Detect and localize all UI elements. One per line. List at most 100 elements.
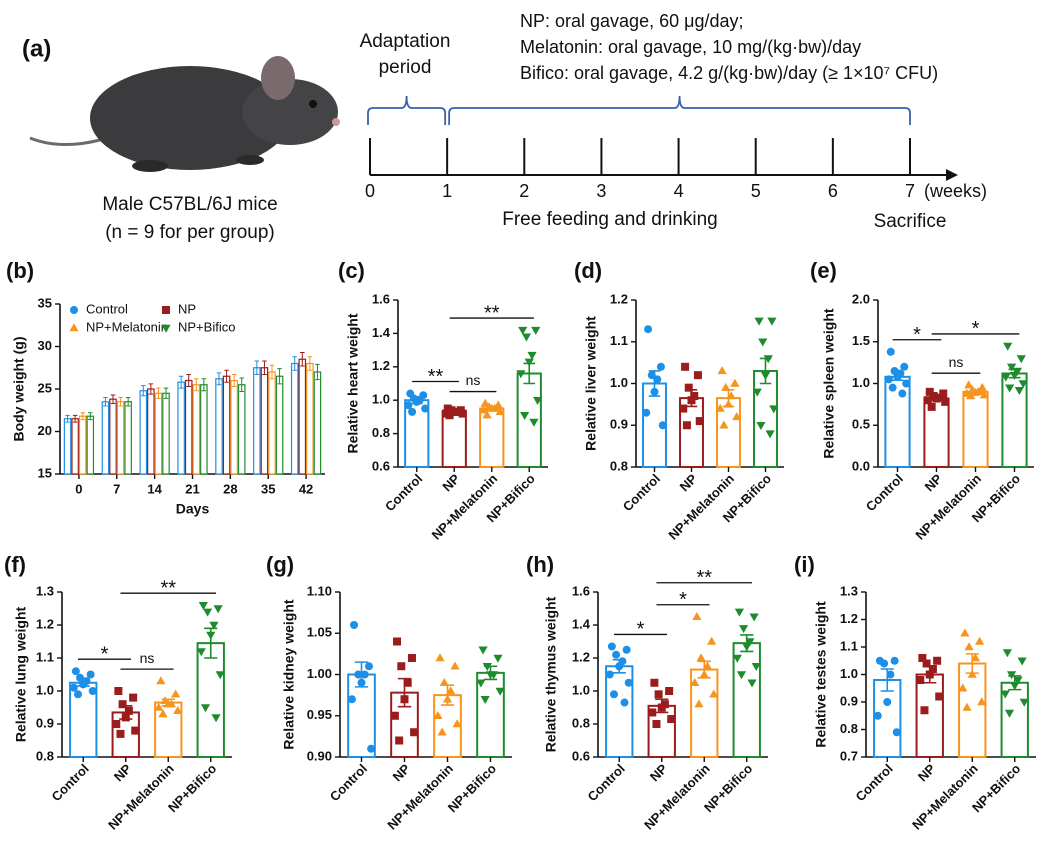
data-point	[1012, 367, 1023, 376]
bar	[268, 371, 276, 475]
significance-label: **	[160, 577, 176, 599]
y-tick-label: 0.8	[36, 748, 54, 763]
data-point	[665, 687, 674, 695]
mouse-illustration	[29, 56, 340, 172]
y-tick-label: 1.0	[852, 375, 870, 390]
data-point	[1009, 371, 1020, 380]
bar	[275, 375, 284, 475]
data-point	[962, 702, 972, 711]
bar	[962, 390, 989, 469]
bar	[313, 371, 322, 475]
data-point	[124, 706, 133, 715]
data-point	[609, 690, 618, 699]
data-point	[694, 699, 704, 708]
data-point	[723, 399, 734, 408]
x-tick-label: Control	[585, 761, 628, 804]
data-point	[738, 625, 749, 634]
data-point	[622, 645, 631, 654]
data-point	[79, 680, 88, 689]
timeline-tick-label: 5	[751, 181, 761, 201]
data-point	[667, 715, 676, 724]
data-point	[450, 407, 459, 416]
error-bar	[186, 374, 191, 387]
data-point	[654, 690, 663, 699]
data-point	[86, 670, 95, 679]
significance-label: *	[101, 643, 109, 665]
panel-label: (a)	[22, 35, 51, 62]
y-tick-label: 1.00	[307, 666, 332, 681]
data-point	[439, 677, 449, 686]
x-tick-label: NP	[677, 471, 701, 495]
timeline-tick-label: 3	[596, 181, 606, 201]
data-point	[1018, 380, 1028, 389]
error-bar	[307, 356, 313, 371]
data-point	[765, 430, 775, 439]
error-bar	[194, 378, 199, 392]
bar	[154, 392, 163, 475]
bar	[230, 379, 238, 475]
data-point	[129, 693, 138, 702]
adaptation-label: Adaptation	[360, 31, 451, 52]
data-point	[476, 679, 486, 688]
data-point	[607, 642, 616, 651]
y-axis-title: Relative thymus weight	[543, 596, 559, 752]
bar	[116, 401, 125, 475]
data-point	[925, 387, 934, 396]
error-bar	[315, 363, 320, 381]
data-point	[421, 404, 430, 413]
bar	[109, 398, 117, 475]
data-point	[760, 371, 771, 380]
data-point	[918, 654, 927, 662]
y-tick-label: 0.0	[852, 458, 870, 473]
legend-label: Control	[86, 301, 128, 316]
data-point	[620, 698, 629, 707]
legend-label: NP+Melatonin	[86, 319, 168, 334]
data-point	[527, 351, 537, 360]
data-point	[1001, 373, 1011, 382]
data-point	[692, 611, 702, 620]
data-point	[650, 387, 659, 396]
x-tick-label: Control	[853, 761, 896, 804]
data-point	[693, 371, 702, 380]
data-point	[756, 422, 766, 431]
y-tick-label: 1.3	[840, 583, 858, 598]
data-point	[681, 362, 690, 371]
x-tick-label: NP	[647, 761, 671, 785]
error-bar	[88, 412, 93, 421]
bar	[78, 415, 87, 475]
data-point	[923, 396, 932, 405]
data-point	[657, 703, 666, 712]
data-point	[732, 412, 742, 421]
data-point	[932, 394, 941, 403]
timeline-unit: (weeks)	[924, 181, 987, 201]
significance-label: **	[428, 366, 444, 388]
data-point	[726, 391, 736, 400]
bar	[253, 367, 261, 475]
y-tick-label: 35	[38, 295, 52, 310]
data-point	[734, 608, 744, 617]
data-point	[719, 420, 729, 429]
mouse-ear	[261, 56, 295, 100]
bar	[71, 418, 79, 475]
y-tick-label: 1.0	[372, 392, 390, 407]
data-point	[754, 317, 764, 326]
treatment-brace	[448, 95, 911, 125]
y-tick-label: 1.2	[372, 358, 390, 373]
data-point	[884, 375, 893, 384]
data-point	[1016, 355, 1026, 364]
x-tick-label: 21	[185, 481, 199, 496]
data-point	[758, 338, 768, 347]
timeline-tick-label: 2	[519, 181, 529, 201]
data-point	[518, 326, 528, 335]
timeline-note: Free feeding and drinking	[502, 209, 717, 230]
data-point	[158, 709, 168, 718]
y-tick-label: 30	[38, 338, 52, 353]
y-tick-label: 1.2	[36, 616, 54, 631]
data-point	[690, 677, 700, 686]
y-tick-label: 1.4	[572, 616, 591, 631]
data-point	[964, 380, 974, 389]
data-point	[412, 397, 421, 406]
data-point	[747, 679, 757, 688]
panel-label: (c)	[338, 258, 365, 283]
data-point	[883, 698, 892, 706]
